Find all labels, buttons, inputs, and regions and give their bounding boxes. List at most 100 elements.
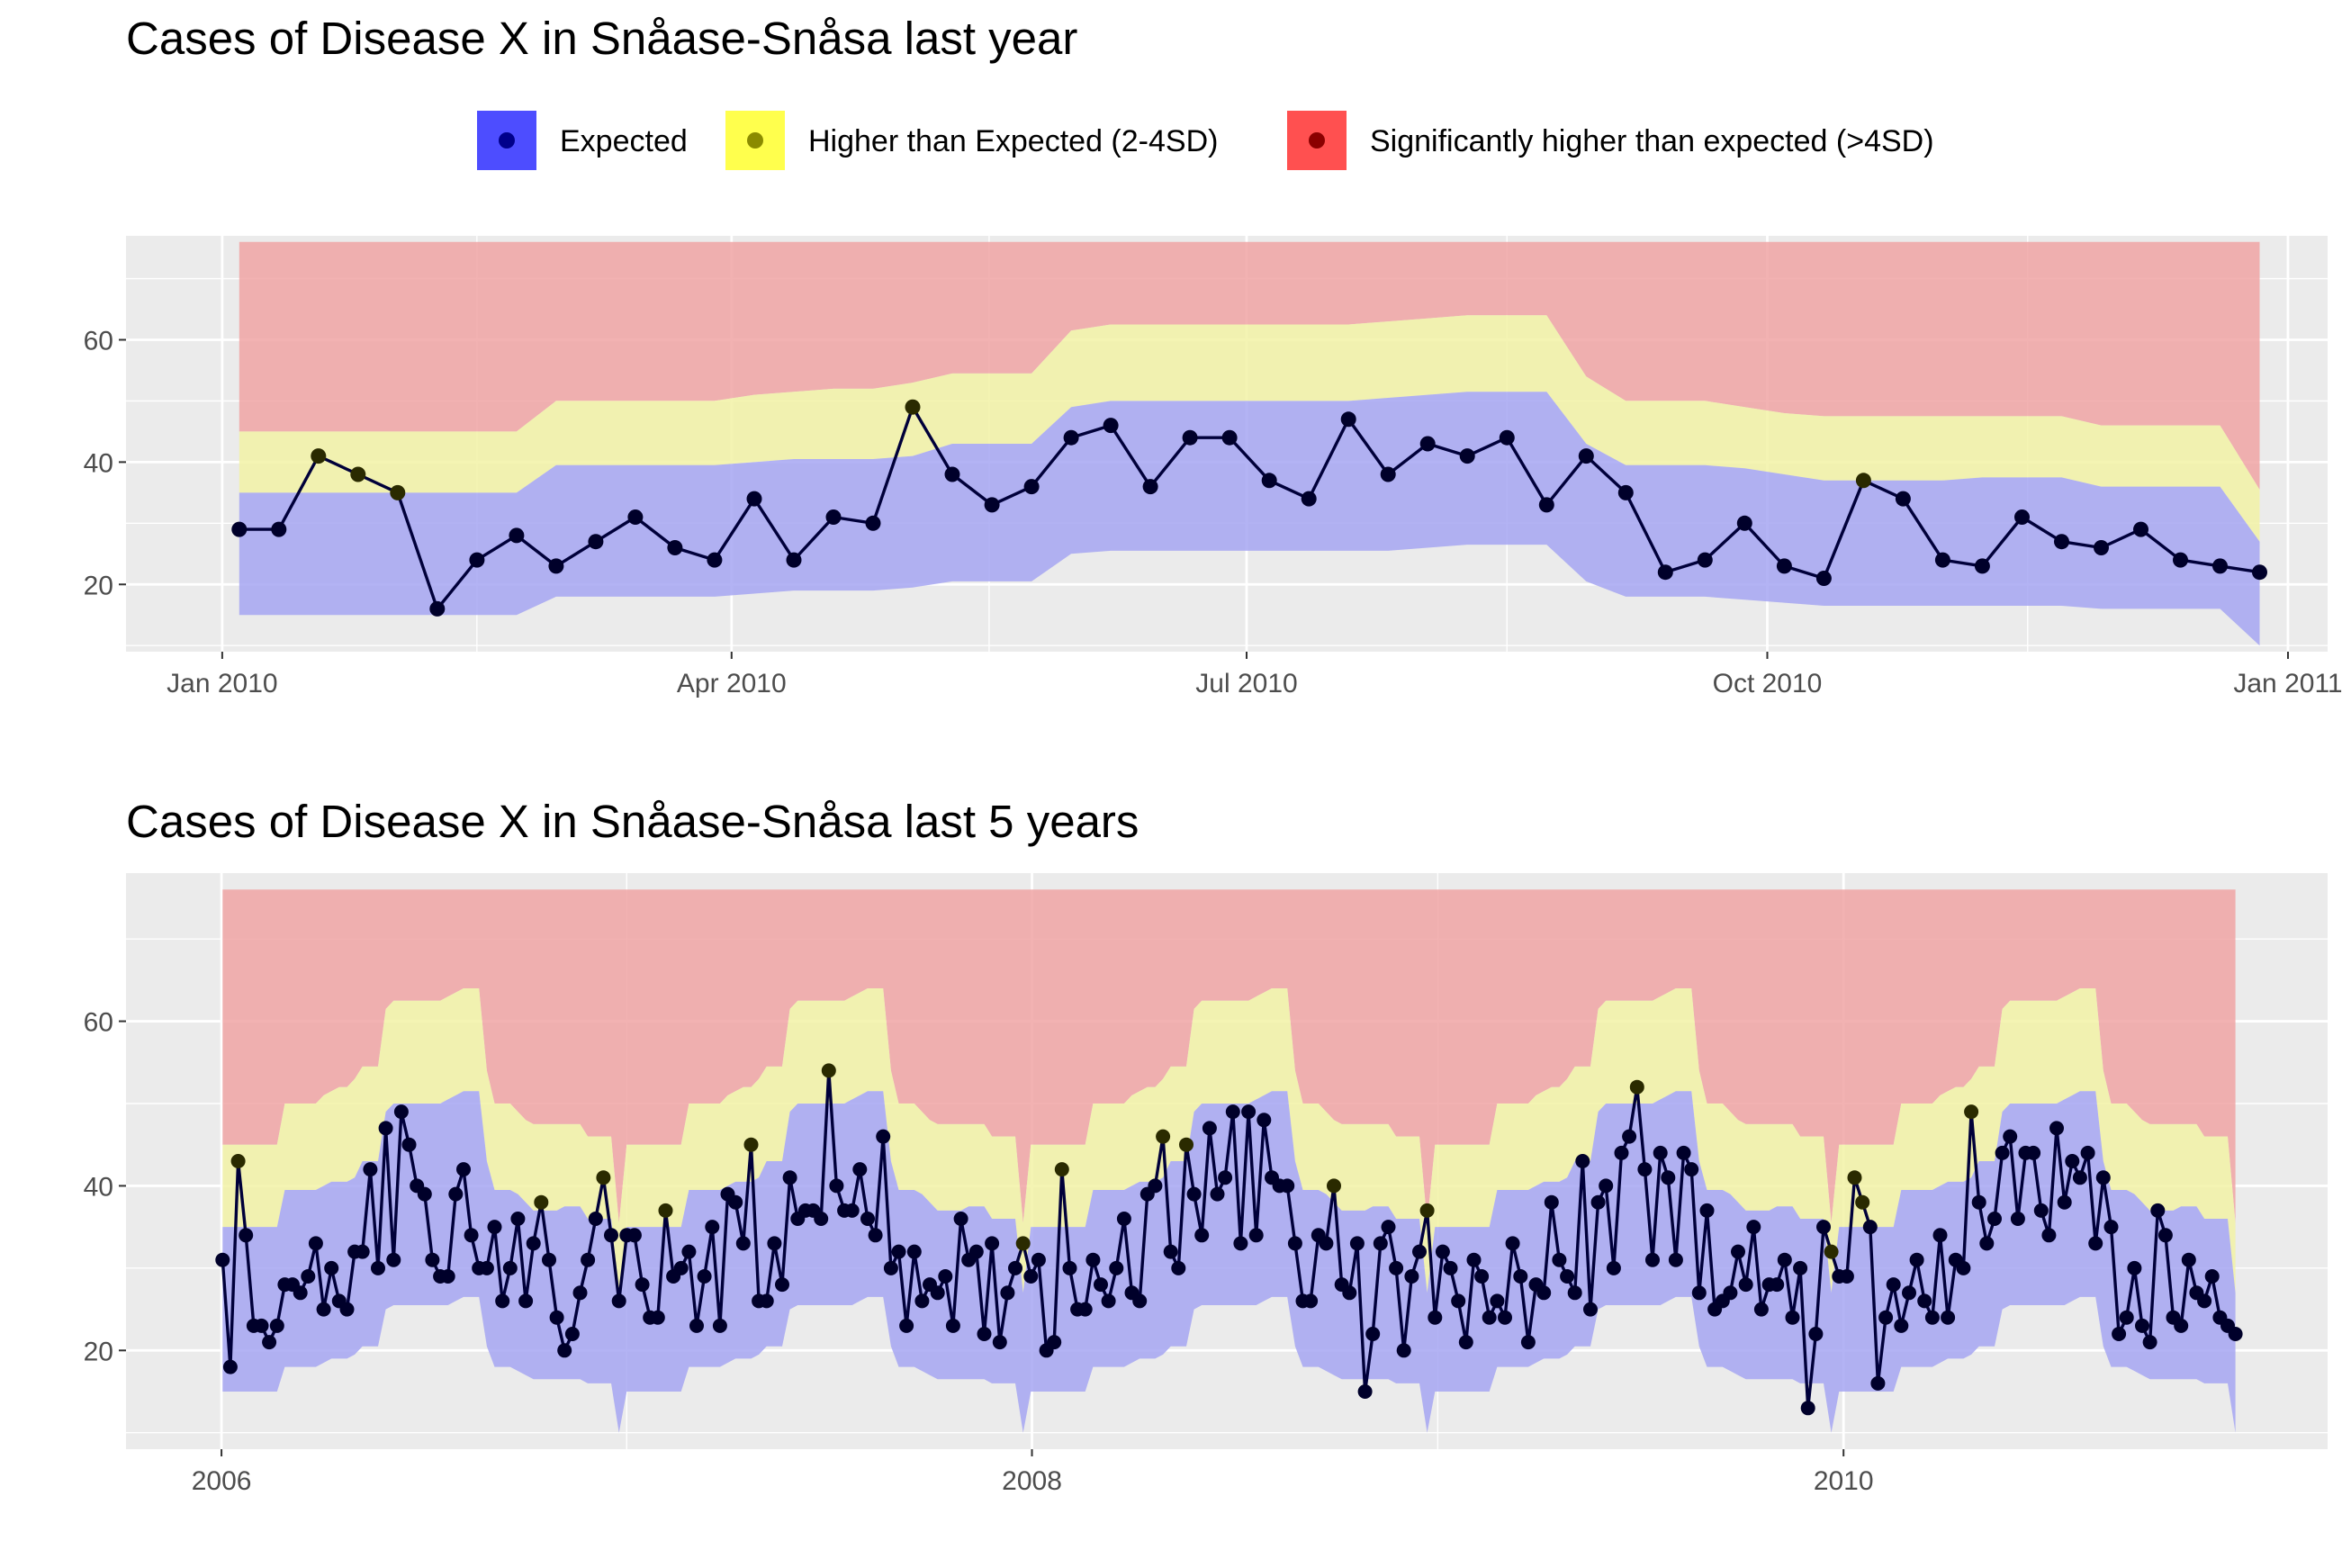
data-point bbox=[2173, 552, 2188, 568]
data-point bbox=[1987, 1212, 2002, 1226]
legend-label-significant: Significantly higher than expected (>4SD… bbox=[1370, 124, 1934, 158]
band-expected bbox=[239, 392, 2260, 646]
data-point bbox=[1340, 411, 1356, 428]
data-point bbox=[378, 1121, 393, 1136]
data-point bbox=[1171, 1260, 1186, 1275]
band-expected bbox=[222, 1091, 2236, 1433]
y-tick-label: 60 bbox=[84, 327, 113, 356]
band-significant bbox=[239, 241, 2260, 490]
x-tick-label: Jan 2010 bbox=[167, 669, 277, 698]
data-point bbox=[2095, 1170, 2111, 1185]
data-point bbox=[945, 1318, 960, 1333]
data-point bbox=[697, 1269, 712, 1284]
legend-point-expected bbox=[499, 132, 515, 149]
data-point bbox=[548, 558, 564, 574]
data-point bbox=[350, 466, 366, 482]
data-point bbox=[825, 509, 842, 525]
data-point bbox=[876, 1129, 891, 1144]
band-significant bbox=[222, 889, 2236, 1223]
data-point bbox=[1816, 1220, 1831, 1235]
data-point bbox=[1964, 1104, 1979, 1120]
data-point bbox=[581, 1252, 596, 1267]
data-point bbox=[301, 1269, 316, 1284]
data-point bbox=[1657, 564, 1673, 581]
data-point bbox=[914, 1293, 930, 1309]
data-point bbox=[254, 1318, 269, 1333]
data-point bbox=[1257, 1113, 1272, 1128]
data-point bbox=[1924, 1310, 1940, 1325]
data-point bbox=[588, 534, 604, 550]
data-point bbox=[1785, 1310, 1800, 1325]
data-point bbox=[269, 1318, 284, 1333]
data-point bbox=[1142, 479, 1158, 495]
data-point bbox=[746, 491, 762, 507]
data-point bbox=[1520, 1335, 1536, 1350]
data-point bbox=[2033, 1203, 2049, 1218]
data-point bbox=[1482, 1310, 1497, 1325]
data-point bbox=[1606, 1260, 1621, 1275]
chart-title-last-year: Cases of Disease X in Snåase-Snåsa last … bbox=[126, 13, 1077, 64]
y-tick-label: 40 bbox=[84, 448, 113, 478]
data-point bbox=[510, 1212, 526, 1226]
data-point bbox=[1746, 1220, 1761, 1235]
x-tick-label: 2010 bbox=[1814, 1466, 1874, 1496]
data-point bbox=[2135, 1318, 2149, 1333]
data-point bbox=[1047, 1335, 1062, 1350]
data-point bbox=[2088, 1236, 2103, 1251]
data-point bbox=[1186, 1186, 1202, 1202]
x-tick-label: 2008 bbox=[1002, 1466, 1062, 1496]
data-point bbox=[1770, 1277, 1785, 1293]
data-point bbox=[2072, 1170, 2087, 1185]
data-point bbox=[495, 1293, 510, 1309]
data-point bbox=[231, 521, 248, 537]
data-point bbox=[1979, 1236, 1995, 1251]
band-higher-than-expected bbox=[239, 315, 2260, 542]
data-point bbox=[1419, 1203, 1435, 1218]
data-point bbox=[425, 1252, 440, 1267]
data-point bbox=[1380, 466, 1396, 482]
data-point bbox=[2094, 540, 2109, 555]
data-point bbox=[1008, 1260, 1022, 1275]
data-point bbox=[557, 1343, 572, 1358]
data-point bbox=[1614, 1145, 1629, 1160]
data-point bbox=[1578, 448, 1594, 464]
data-point bbox=[667, 540, 683, 555]
data-point bbox=[1590, 1194, 1606, 1210]
data-point bbox=[1668, 1252, 1683, 1267]
data-point bbox=[1731, 1244, 1745, 1259]
data-point bbox=[390, 484, 406, 500]
data-point bbox=[1909, 1252, 1924, 1267]
data-point bbox=[604, 1228, 618, 1243]
data-point bbox=[1815, 571, 1832, 586]
data-point bbox=[534, 1194, 549, 1210]
data-point bbox=[1202, 1121, 1217, 1136]
data-point bbox=[1182, 429, 1198, 446]
data-point bbox=[977, 1327, 992, 1341]
data-point bbox=[1560, 1269, 1575, 1284]
data-point bbox=[743, 1137, 759, 1152]
data-point bbox=[1319, 1236, 1334, 1251]
data-point bbox=[611, 1293, 626, 1309]
data-point bbox=[339, 1302, 355, 1317]
data-point bbox=[542, 1252, 556, 1267]
data-point bbox=[930, 1285, 945, 1301]
data-point bbox=[2112, 1327, 2127, 1341]
data-point bbox=[1676, 1145, 1691, 1160]
data-point bbox=[2174, 1318, 2189, 1333]
data-point bbox=[681, 1244, 697, 1259]
data-point bbox=[1691, 1285, 1707, 1301]
data-point bbox=[1878, 1310, 1894, 1325]
data-point bbox=[1280, 1178, 1295, 1194]
data-point bbox=[906, 1244, 922, 1259]
data-point bbox=[429, 600, 446, 617]
data-point bbox=[2054, 534, 2069, 550]
data-point bbox=[1148, 1178, 1163, 1194]
data-point bbox=[526, 1236, 541, 1251]
data-point bbox=[316, 1302, 331, 1317]
data-point bbox=[596, 1170, 611, 1185]
data-point bbox=[2119, 1310, 2134, 1325]
data-point bbox=[1210, 1186, 1225, 1202]
data-point bbox=[1777, 1252, 1792, 1267]
data-point bbox=[1381, 1220, 1396, 1235]
